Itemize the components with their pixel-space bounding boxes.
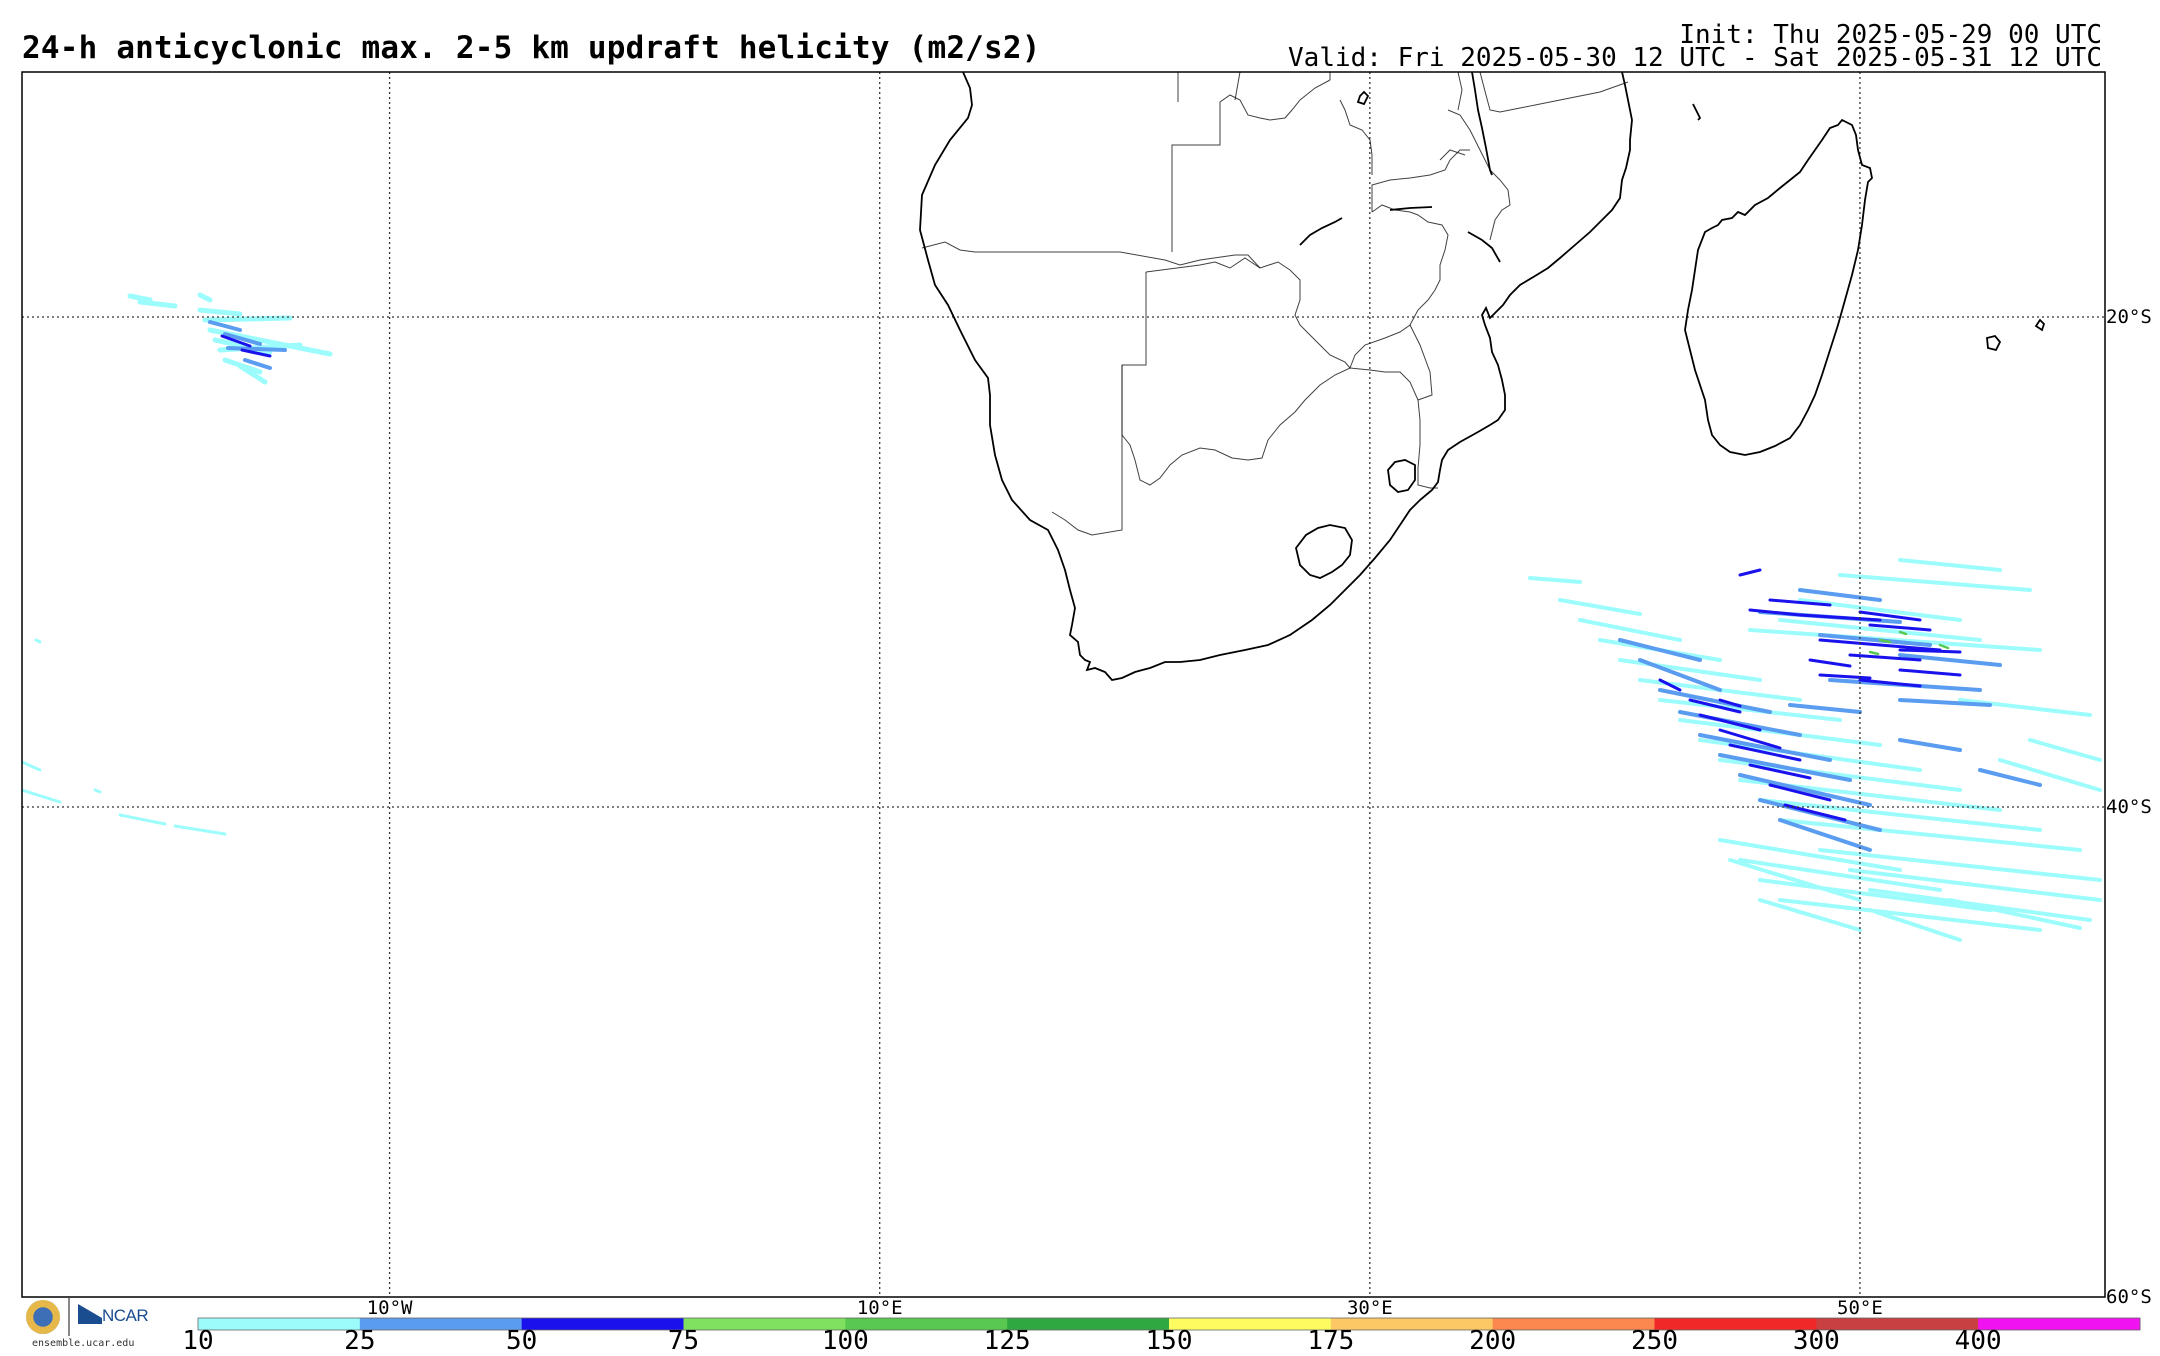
- logo-divider: [68, 1298, 70, 1336]
- country-borders: [921, 72, 1629, 536]
- longitude-labels: 10°W 10°E 30°E 50°E: [367, 1297, 1883, 1319]
- colorbar-segment: [1330, 1318, 1494, 1330]
- init-time: Init: Thu 2025-05-29 00 UTC: [1679, 20, 2102, 50]
- colorbar-segment: [1816, 1318, 1979, 1330]
- colorbar-segment: [845, 1318, 1008, 1330]
- ncar-logo-text: NCAR: [102, 1306, 149, 1325]
- helicity-streaks-west: [22, 638, 227, 836]
- colorbar-segment: [1492, 1318, 1655, 1330]
- colorbar-tick-label: 400: [1955, 1326, 2002, 1354]
- colorbar-segment: [1169, 1318, 1332, 1330]
- latitude-labels: 20°S 40°S 60°S: [2106, 306, 2152, 1308]
- colorbar: 10 25 50 75 100 125 150 175 200 250 300 400: [182, 1317, 2141, 1354]
- plot-frame: [21, 71, 2106, 1298]
- chart-title: 24-h anticyclonic max. 2-5 km updraft he…: [22, 30, 1041, 66]
- logo-url: ensemble.ucar.edu: [32, 1338, 135, 1349]
- lat-label: 60°S: [2106, 1286, 2152, 1308]
- lon-label: 10°E: [857, 1297, 903, 1319]
- pemba-zanzibar: [1356, 90, 1370, 106]
- colorbar-outline: [197, 1317, 2141, 1331]
- colorbar-tick-label: 75: [668, 1326, 699, 1354]
- lon-label: 30°E: [1347, 1297, 1393, 1319]
- colorbar-tick-label: 125: [984, 1326, 1031, 1354]
- lesotho: [1295, 524, 1353, 579]
- madagascar: [1684, 118, 1873, 456]
- lake-malawi: [1471, 72, 1493, 176]
- helicity-field: [22, 292, 2102, 942]
- colorbar-segment: [1654, 1318, 1817, 1330]
- colorbar-tick-label: 150: [1146, 1326, 1193, 1354]
- lat-label: 40°S: [2106, 796, 2152, 818]
- colorbar-tick-label: 10: [182, 1326, 213, 1354]
- logo-area: NCAR ensemble.ucar.edu: [22, 1296, 162, 1356]
- helicity-band-indian-ocean: [1528, 558, 2102, 942]
- southern-africa-coastline: [919, 72, 1633, 681]
- nsf-logo-icon: [26, 1300, 60, 1334]
- colorbar-tick-label: 250: [1631, 1326, 1678, 1354]
- colorbar-segment: [1007, 1318, 1170, 1330]
- lake-cahora-bassa: [1389, 206, 1433, 211]
- colorbar-segment: [198, 1318, 361, 1330]
- colorbar-segment: [683, 1318, 846, 1330]
- mozambique-inner-coast: [1467, 231, 1501, 263]
- colorbar-segment: [1978, 1318, 2141, 1330]
- graticule: [22, 72, 2105, 1297]
- lon-label: 10°W: [367, 1297, 413, 1319]
- lat-label: 20°S: [2106, 306, 2152, 328]
- lake-kariba: [1299, 217, 1343, 246]
- colorbar-tick-label: 200: [1469, 1326, 1516, 1354]
- colorbar-tick-label: 25: [344, 1326, 375, 1354]
- reunion: [1986, 334, 2002, 352]
- colorbar-segment: [359, 1318, 523, 1330]
- colorbar-tick-label: 100: [822, 1326, 869, 1354]
- lon-label: 50°E: [1837, 1297, 1883, 1319]
- ncar-logo-icon: [78, 1304, 102, 1324]
- comoros: [1692, 103, 1702, 121]
- helicity-patch-atlantic: [127, 292, 333, 385]
- land-outlines: [919, 72, 2046, 681]
- colorbar-tick-label: 50: [506, 1326, 537, 1354]
- colorbar-tick-label: 300: [1793, 1326, 1840, 1354]
- eswatini: [1387, 459, 1416, 493]
- valid-time: Valid: Fri 2025-05-30 12 UTC - Sat 2025-…: [1288, 43, 2102, 73]
- colorbar-segment: [521, 1318, 684, 1330]
- colorbar-tick-label: 175: [1307, 1326, 1354, 1354]
- mauritius: [2034, 318, 2046, 332]
